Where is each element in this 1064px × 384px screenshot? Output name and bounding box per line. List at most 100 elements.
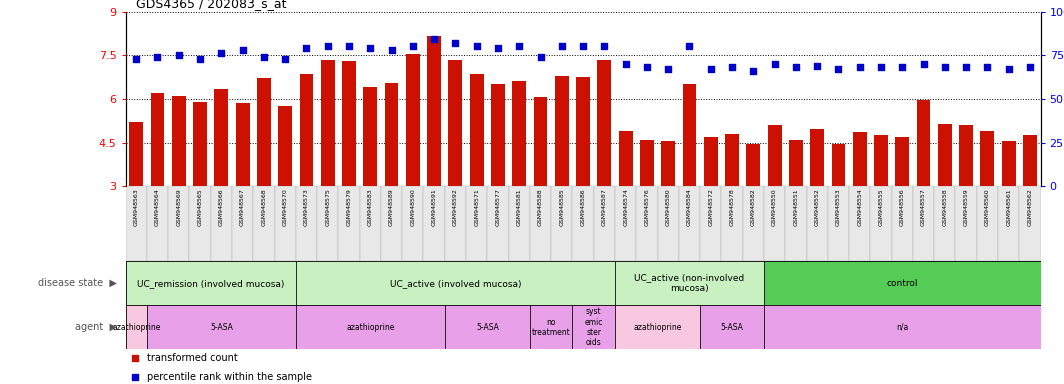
Bar — [998, 186, 1019, 261]
Text: GSM948553: GSM948553 — [836, 189, 841, 226]
Bar — [682, 84, 696, 186]
Point — [575, 43, 592, 50]
Point — [1021, 65, 1038, 71]
Point — [511, 43, 528, 50]
Bar — [448, 60, 462, 186]
Bar — [828, 186, 849, 261]
Bar — [679, 186, 700, 261]
Text: UC_remission (involved mucosa): UC_remission (involved mucosa) — [137, 279, 284, 288]
Bar — [126, 186, 147, 261]
Bar — [594, 186, 615, 261]
Text: GSM948557: GSM948557 — [921, 189, 926, 226]
Point — [447, 40, 464, 46]
Text: GSM948570: GSM948570 — [283, 189, 287, 226]
Bar — [151, 93, 164, 186]
Bar — [980, 131, 994, 186]
Point — [298, 45, 315, 51]
Text: GSM948583: GSM948583 — [368, 189, 372, 226]
Text: GSM948561: GSM948561 — [1007, 189, 1011, 226]
Bar — [913, 186, 934, 261]
Bar — [955, 186, 977, 261]
Bar — [214, 89, 228, 186]
Point — [255, 54, 272, 60]
Bar — [870, 186, 892, 261]
Bar — [934, 186, 955, 261]
Bar — [895, 137, 909, 186]
Text: GSM948591: GSM948591 — [432, 189, 436, 226]
Text: azathioprine: azathioprine — [346, 323, 395, 332]
Text: GSM948569: GSM948569 — [177, 189, 181, 226]
Point — [702, 66, 719, 72]
Text: GSM948582: GSM948582 — [751, 189, 755, 226]
Text: syst
emic
ster
oids: syst emic ster oids — [584, 307, 603, 348]
Bar — [530, 305, 572, 349]
Text: GSM948574: GSM948574 — [624, 189, 628, 226]
Bar — [576, 77, 589, 186]
Text: azathioprine: azathioprine — [112, 323, 161, 332]
Point — [213, 50, 230, 56]
Bar — [764, 261, 1041, 305]
Point — [809, 63, 826, 69]
Bar — [533, 98, 547, 186]
Text: GSM948576: GSM948576 — [645, 189, 649, 226]
Text: GSM948589: GSM948589 — [389, 189, 394, 226]
Bar — [126, 261, 296, 305]
Bar — [423, 186, 445, 261]
Point — [596, 43, 613, 50]
Point — [915, 61, 932, 67]
Bar — [232, 186, 253, 261]
Point — [192, 56, 209, 62]
Bar — [296, 186, 317, 261]
Text: 5-ASA: 5-ASA — [720, 323, 744, 332]
Bar — [189, 186, 211, 261]
Bar — [636, 186, 658, 261]
Text: UC_active (involved mucosa): UC_active (involved mucosa) — [389, 279, 521, 288]
Text: GSM948568: GSM948568 — [262, 189, 266, 226]
Point — [638, 65, 655, 71]
Point — [1000, 66, 1017, 72]
Bar — [445, 186, 466, 261]
Text: GSM948558: GSM948558 — [943, 189, 947, 226]
Point — [724, 65, 741, 71]
Bar — [171, 96, 185, 186]
Bar — [959, 125, 972, 186]
Bar — [427, 36, 440, 186]
Point — [489, 45, 506, 51]
Bar — [572, 186, 594, 261]
Bar — [852, 132, 866, 186]
Bar — [746, 144, 760, 186]
Bar — [211, 186, 232, 261]
Point — [660, 66, 677, 72]
Point — [617, 61, 634, 67]
Bar — [235, 103, 249, 186]
Text: percentile rank within the sample: percentile rank within the sample — [147, 372, 312, 382]
Bar — [129, 122, 143, 186]
Text: GSM948551: GSM948551 — [794, 189, 798, 226]
Bar — [785, 186, 807, 261]
Bar — [849, 186, 870, 261]
Point — [532, 54, 549, 60]
Bar — [767, 125, 781, 186]
Text: GSM948564: GSM948564 — [155, 189, 160, 226]
Point — [979, 65, 996, 71]
Bar — [937, 124, 951, 186]
Bar — [469, 74, 483, 186]
Text: GSM948584: GSM948584 — [687, 189, 692, 226]
Bar — [275, 186, 296, 261]
Bar — [764, 305, 1041, 349]
Bar — [661, 141, 675, 186]
Point — [681, 43, 698, 50]
Bar — [1023, 135, 1036, 186]
Text: GSM948555: GSM948555 — [879, 189, 883, 226]
Text: GSM948565: GSM948565 — [198, 189, 202, 226]
Bar — [874, 135, 887, 186]
Point — [936, 65, 953, 71]
Point — [787, 65, 804, 71]
Point — [766, 61, 783, 67]
Bar — [296, 305, 445, 349]
Bar — [703, 137, 717, 186]
Text: control: control — [886, 279, 918, 288]
Bar — [788, 140, 802, 186]
Text: GSM948586: GSM948586 — [581, 189, 585, 226]
Bar — [299, 74, 313, 186]
